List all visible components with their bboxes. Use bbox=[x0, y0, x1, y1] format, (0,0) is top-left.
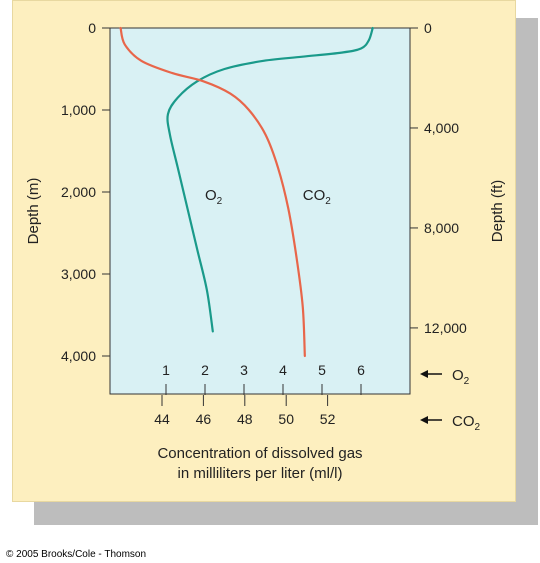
co2-tick-label: 44 bbox=[154, 411, 170, 427]
co2-tick-label: 48 bbox=[237, 411, 253, 427]
o2-tick-label: 1 bbox=[162, 362, 170, 378]
concentration-axes: 1 2 3 4 5 6 44 46 48 50 52 O2 CO2 bbox=[154, 362, 480, 433]
co2-tick-label: 52 bbox=[320, 411, 336, 427]
right-tick-label: 12,000 bbox=[424, 320, 467, 336]
left-axis-label: Depth (m) bbox=[25, 178, 42, 245]
o2-tick-label: 2 bbox=[201, 362, 209, 378]
o2-tick-label: 4 bbox=[279, 362, 287, 378]
right-tick-label: 0 bbox=[424, 20, 432, 36]
co2-tick-label: 50 bbox=[278, 411, 294, 427]
right-axis-label: Depth (ft) bbox=[489, 180, 506, 243]
left-depth-axis: 0 1,000 2,000 3,000 4,000 bbox=[61, 20, 110, 364]
co2-axis-label: CO2 bbox=[452, 413, 481, 433]
left-tick-label: 0 bbox=[88, 20, 96, 36]
co2-tick-label: 46 bbox=[196, 411, 212, 427]
o2-arrow-head bbox=[420, 370, 428, 378]
left-tick-label: 2,000 bbox=[61, 184, 96, 200]
o2-tick-label: 6 bbox=[357, 362, 365, 378]
plot-area bbox=[109, 27, 411, 395]
x-label-line-1: Concentration of dissolved gas bbox=[157, 445, 362, 462]
series-label-o2: O2 bbox=[205, 187, 223, 207]
o2-tick-label: 5 bbox=[318, 362, 326, 378]
right-depth-axis: 0 4,000 8,000 12,000 bbox=[410, 20, 467, 336]
left-tick-label: 1,000 bbox=[61, 102, 96, 118]
series-line-co2 bbox=[119, 26, 306, 358]
left-tick-label: 4,000 bbox=[61, 348, 96, 364]
co2-arrow-head bbox=[420, 416, 428, 424]
o2-tick-label: 3 bbox=[240, 362, 248, 378]
copyright-credit: © 2005 Brooks/Cole - Thomson bbox=[6, 549, 147, 560]
series-layer: O2 CO2 bbox=[119, 26, 374, 358]
series-label-co2: CO2 bbox=[303, 187, 332, 207]
right-tick-label: 8,000 bbox=[424, 220, 459, 236]
x-label-line-2: in milliliters per liter (ml/l) bbox=[177, 465, 342, 482]
left-tick-label: 3,000 bbox=[61, 266, 96, 282]
right-tick-label: 4,000 bbox=[424, 120, 459, 136]
o2-axis-label: O2 bbox=[452, 367, 470, 387]
series-line-o2 bbox=[166, 26, 374, 333]
